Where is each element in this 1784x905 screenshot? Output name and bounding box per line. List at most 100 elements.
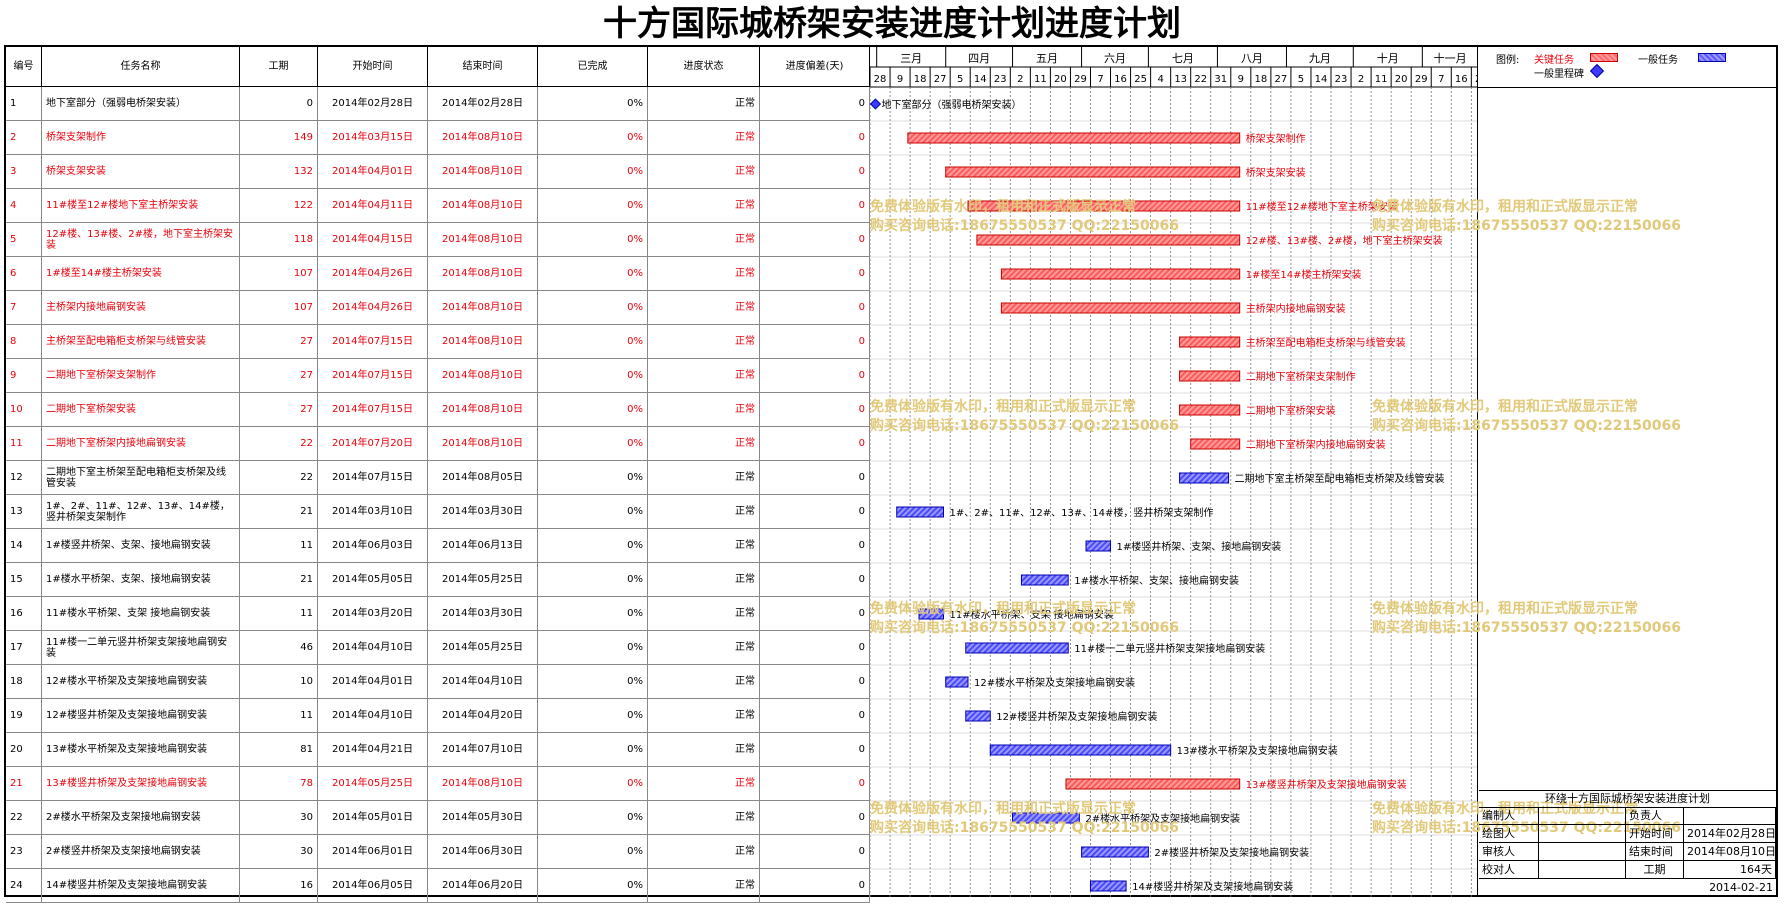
table-cell-duration: 27 [240, 393, 318, 427]
table-cell-status: 正常 [648, 223, 760, 257]
header-col-deviation: 进度偏差(天) [760, 47, 870, 87]
table-cell-start: 2014年04月01日 [318, 155, 428, 189]
day-tick-label: 2 [1017, 74, 1023, 85]
table-cell-status: 正常 [648, 461, 760, 495]
duration-value: 164天 [1684, 861, 1776, 879]
gantt-bar [1065, 778, 1241, 790]
month-label: 八月 [1241, 52, 1263, 65]
table-cell-name: 二期地下室主桥架至配电箱柜支桥架及线管安装 [42, 461, 240, 495]
table-cell-id: 3 [6, 155, 42, 189]
table-cell-end: 2014年08月10日 [428, 325, 538, 359]
table-cell-start: 2014年03月15日 [318, 121, 428, 155]
table-cell-start: 2014年07月15日 [318, 393, 428, 427]
table-cell-dev: 0 [760, 189, 870, 223]
table-cell-duration: 132 [240, 155, 318, 189]
table-cell-start: 2014年04月10日 [318, 631, 428, 665]
gantt-bar [1000, 268, 1241, 280]
table-cell-end: 2014年05月25日 [428, 563, 538, 597]
table-cell-end: 2014年07月10日 [428, 733, 538, 767]
table-cell-status: 正常 [648, 121, 760, 155]
table-cell-name: 主桥架至配电箱柜支桥架与线管安装 [42, 325, 240, 359]
day-tick-label: 31 [1214, 74, 1227, 85]
watermark: 免费体验版有水印，租用和正式版显示正常 购买咨询电话:18675550537 QQ… [1372, 600, 1681, 638]
day-tick-label: 27 [934, 74, 947, 85]
gantt-bar-label: 桥架支架制作 [1246, 132, 1306, 145]
watermark-line1: 免费体验版有水印，租用和正式版显示正常 [1372, 801, 1638, 817]
gantt-bar [1020, 574, 1069, 586]
table-cell-status: 正常 [648, 597, 760, 631]
table-cell-id: 5 [6, 223, 42, 257]
table-cell-duration: 16 [240, 869, 318, 903]
gantt-bar [1179, 404, 1241, 416]
gantt-bar-label: 2#楼水平桥架及支架接地扁钢安装 [1085, 812, 1240, 825]
gantt-bar-label: 主桥架内接地扁钢安装 [1246, 302, 1346, 315]
day-tick-label: 20 [1054, 74, 1067, 85]
watermark: 免费体验版有水印，租用和正式版显示正常购买咨询电话:18675550537 QQ… [1372, 398, 1681, 436]
table-cell-end: 2014年05月30日 [428, 801, 538, 835]
table-cell-done: 0% [538, 223, 648, 257]
start-label: 开始时间 [1626, 825, 1684, 843]
gantt-bar-label: 2#楼竖井桥架及支架接地扁钢安装 [1154, 846, 1309, 859]
watermark-line1: 免费体验版有水印，租用和正式版显示正常 [870, 601, 1136, 617]
table-cell-end: 2014年06月20日 [428, 869, 538, 903]
day-tick-label: 16 [1114, 74, 1127, 85]
table-cell-start: 2014年04月15日 [318, 223, 428, 257]
watermark-line1: 免费体验版有水印，租用和正式版显示正常 [870, 801, 1136, 817]
table-cell-name: 1#、2#、11#、12#、13#、14#楼，竖井桥架支架制作 [42, 495, 240, 529]
table-cell-id: 24 [6, 869, 42, 903]
day-tick-label: 14 [974, 74, 987, 85]
gantt-bar-label: 1#、2#、11#、12#、13#、14#楼，竖井桥架支架制作 [949, 506, 1213, 519]
table-cell-id: 4 [6, 189, 42, 223]
watermark-line1: 免费体验版有水印，租用和正式版显示正常 [1372, 399, 1638, 415]
gantt-bar-label: 14#楼竖井桥架及支架接地扁钢安装 [1132, 880, 1293, 893]
table-cell-end: 2014年05月25日 [428, 631, 538, 665]
table-cell-end: 2014年06月13日 [428, 529, 538, 563]
day-tick-label: 25 [1134, 74, 1147, 85]
gantt-bar-label: 地下室部分（强弱电桥架安装） [881, 98, 1021, 111]
table-cell-name: 11#楼至12#楼地下室主桥架安装 [42, 189, 240, 223]
table-cell-start: 2014年07月15日 [318, 359, 428, 393]
day-tick-label: 25 [1475, 74, 1478, 85]
header-col-duration: 工期 [240, 47, 318, 87]
table-cell-name: 二期地下室桥架内接地扁钢安装 [42, 427, 240, 461]
table-cell-id: 14 [6, 529, 42, 563]
table-cell-end: 2014年06月30日 [428, 835, 538, 869]
legend-milestone-label: 一般里程碑 [1534, 69, 1584, 80]
table-cell-start: 2014年04月11日 [318, 189, 428, 223]
table-cell-duration: 11 [240, 699, 318, 733]
day-tick-label: 16 [1455, 74, 1468, 85]
table-cell-name: 1#楼水平桥架、支架、接地扁钢安装 [42, 563, 240, 597]
table-cell-done: 0% [538, 665, 648, 699]
table-cell-id: 21 [6, 767, 42, 801]
watermark: 免费体验版有水印，租用和正式版显示正常 购买咨询电话:18675550537 QQ… [870, 800, 1179, 838]
table-cell-done: 0% [538, 155, 648, 189]
table-cell-start: 2014年03月20日 [318, 597, 428, 631]
table-cell-status: 正常 [648, 495, 760, 529]
day-tick-label: 18 [914, 74, 927, 85]
table-cell-duration: 22 [240, 427, 318, 461]
drawer-value [1539, 825, 1626, 843]
gantt-bar-label: 二期地下室主桥架至配电箱柜支桥架及线管安装 [1235, 472, 1445, 485]
milestone-diamond-icon [1589, 63, 1605, 79]
table-cell-name: 2#楼竖井桥架及支架接地扁钢安装 [42, 835, 240, 869]
gantt-bar-label: 二期地下室桥架内接地扁钢安装 [1246, 438, 1386, 451]
table-cell-start: 2014年05月01日 [318, 801, 428, 835]
table-cell-duration: 0 [240, 87, 318, 121]
table-cell-done: 0% [538, 801, 648, 835]
table-cell-id: 20 [6, 733, 42, 767]
editor-value [1539, 807, 1626, 825]
gantt-bar [967, 200, 1241, 212]
table-cell-status: 正常 [648, 563, 760, 597]
table-cell-status: 正常 [648, 631, 760, 665]
watermark-line2: 购买咨询电话:18675550537 QQ:22150066 [1372, 418, 1681, 434]
month-label: 十月 [1377, 51, 1399, 65]
month-label: 三月 [900, 52, 922, 65]
table-cell-dev: 0 [760, 699, 870, 733]
table-cell-id: 8 [6, 325, 42, 359]
table-cell-duration: 10 [240, 665, 318, 699]
table-cell-done: 0% [538, 597, 648, 631]
table-cell-end: 2014年08月10日 [428, 427, 538, 461]
table-cell-duration: 22 [240, 461, 318, 495]
watermark-line2: 购买咨询电话:18675550537 QQ:22150066 [1372, 620, 1681, 636]
table-cell-start: 2014年04月26日 [318, 291, 428, 325]
